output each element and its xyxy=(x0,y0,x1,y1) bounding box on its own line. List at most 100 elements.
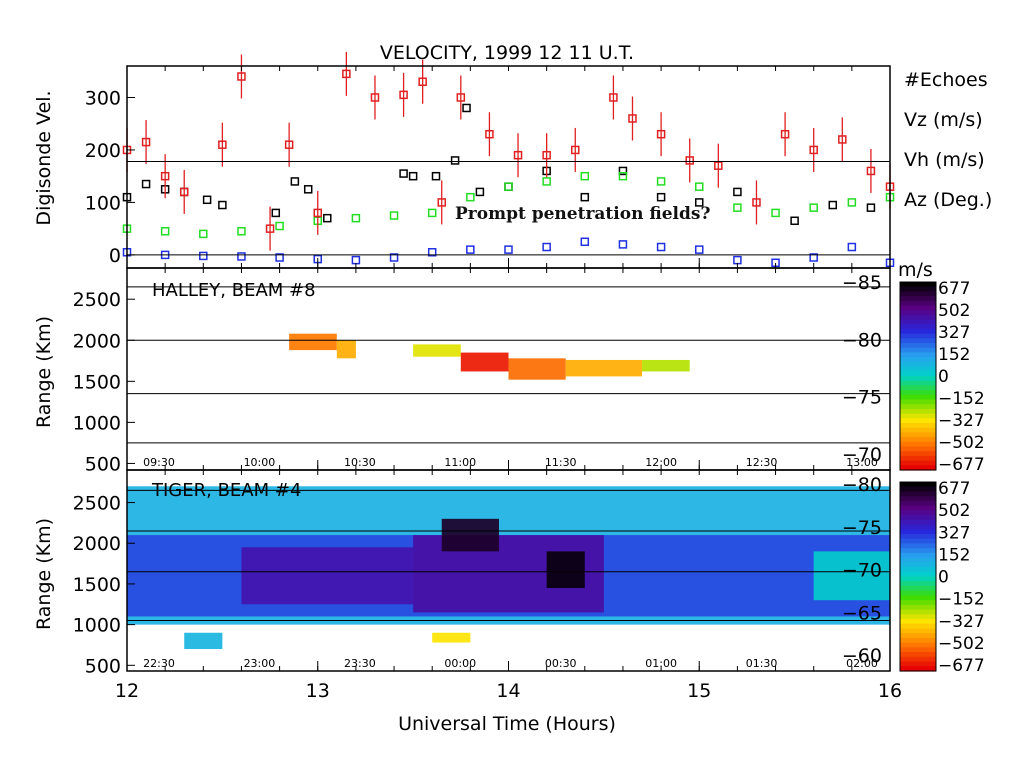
colorbar-swatch xyxy=(900,590,936,596)
time-label: 12:00 xyxy=(645,456,677,469)
colorbar-swatch xyxy=(900,571,936,578)
colorbar-swatch xyxy=(900,482,936,488)
data-point xyxy=(866,166,876,176)
time-label: 01:00 xyxy=(645,657,677,670)
colorbar-swatch xyxy=(900,647,936,653)
colorbar-swatch xyxy=(900,543,936,549)
data-point xyxy=(199,229,208,239)
echo-region xyxy=(441,518,499,552)
colorbar-label: 152 xyxy=(938,545,970,565)
colorbar-swatch xyxy=(900,619,936,625)
colorbar-swatch xyxy=(900,614,936,620)
x-tick-label: 16 xyxy=(878,680,902,702)
colorbar-swatch xyxy=(900,455,936,462)
data-point xyxy=(714,161,723,170)
colorbar-swatch xyxy=(900,486,936,493)
data-point xyxy=(685,156,694,165)
data-point xyxy=(427,248,437,257)
colorbar-swatch xyxy=(900,441,936,448)
y-tick-label: 2000 xyxy=(73,330,121,352)
colorbar-swatch xyxy=(900,413,936,419)
data-point xyxy=(618,166,628,176)
tiger-title: TIGER, BEAM #4 xyxy=(151,480,301,501)
colorbar-label: 327 xyxy=(938,523,970,543)
colorbar-swatch xyxy=(900,451,936,457)
echo-region xyxy=(413,344,461,357)
data-point xyxy=(695,182,704,191)
data-point xyxy=(504,245,513,254)
colorbar-label: 152 xyxy=(938,345,970,365)
colorbar-swatch xyxy=(900,557,936,563)
colorbar-swatch xyxy=(900,465,936,471)
series-2 xyxy=(122,237,895,268)
colorbar-swatch xyxy=(900,604,936,611)
data-point xyxy=(790,216,799,226)
y-tick-label: 500 xyxy=(85,453,121,475)
colorbar-swatch xyxy=(900,548,936,554)
data-point xyxy=(504,182,513,191)
data-point xyxy=(504,182,513,191)
colorbar-swatch xyxy=(900,567,936,573)
echo-region xyxy=(565,359,643,377)
data-point xyxy=(290,177,300,186)
time-label: 11:00 xyxy=(444,456,476,469)
colorbar-swatch xyxy=(900,515,936,521)
y-tick-label: 1500 xyxy=(73,574,121,596)
latitude-label: −85 xyxy=(842,272,882,294)
data-point xyxy=(313,208,322,218)
data-point xyxy=(389,211,399,220)
latitude-label: −75 xyxy=(842,387,882,409)
colorbar-swatch xyxy=(900,576,936,582)
colorbar-swatch xyxy=(900,585,936,592)
echo-region xyxy=(432,632,471,643)
data-point xyxy=(237,227,246,236)
data-point xyxy=(809,253,818,262)
colorbar-swatch xyxy=(900,427,936,433)
data-point xyxy=(656,177,666,186)
digisonde-panel: Digisonde Vel. 0 100 200 300 #Echoes Vz (m/… xyxy=(33,51,992,268)
colorbar-swatch xyxy=(900,371,936,377)
data-point xyxy=(351,255,361,265)
x-tick-label: 15 xyxy=(687,680,711,702)
latitude-label: −65 xyxy=(842,602,882,624)
latitude-label: −75 xyxy=(842,517,882,539)
panel-frame xyxy=(126,469,891,672)
colorbar-swatch xyxy=(900,380,936,386)
data-point xyxy=(284,140,294,149)
data-point xyxy=(160,227,170,236)
figure-title: VELOCITY, 1999 12 11 U.T. xyxy=(380,42,634,64)
echo-region xyxy=(813,551,890,601)
x-axis-label: Universal Time (Hours) xyxy=(398,713,616,735)
data-point xyxy=(275,221,284,231)
time-label: 11:30 xyxy=(545,456,577,469)
data-point xyxy=(695,198,704,207)
colorbar-swatch xyxy=(900,637,936,644)
data-point xyxy=(265,224,275,233)
colorbar-swatch xyxy=(900,642,936,648)
colorbar-swatch xyxy=(900,562,936,568)
data-point xyxy=(179,187,189,197)
colorbar-swatch xyxy=(900,333,936,339)
colorbar-swatch xyxy=(900,510,936,516)
colorbar-label: −327 xyxy=(938,411,985,431)
colorbar-swatch xyxy=(900,437,936,443)
echo-region xyxy=(241,547,414,605)
colorbar-swatch xyxy=(900,282,936,288)
data-point xyxy=(351,213,361,223)
data-point xyxy=(399,90,408,100)
data-point xyxy=(408,171,418,181)
y-tick-label: 1000 xyxy=(73,615,121,637)
data-point xyxy=(218,140,227,149)
y-tick-label: 100 xyxy=(85,192,121,214)
data-point xyxy=(237,252,246,261)
echo-region xyxy=(508,358,566,380)
data-point xyxy=(733,187,742,197)
colorbar-label: 327 xyxy=(938,323,970,343)
tiger-panel: TIGER, BEAM #4 Range (Km) 500 1000 1500 200… xyxy=(33,474,890,677)
data-point xyxy=(695,245,704,254)
latitude-label: −60 xyxy=(842,645,882,667)
legend-echoes: #Echoes xyxy=(904,69,988,91)
latitude-label: −80 xyxy=(842,329,882,351)
legend-az: Az (Deg.) xyxy=(904,189,992,211)
